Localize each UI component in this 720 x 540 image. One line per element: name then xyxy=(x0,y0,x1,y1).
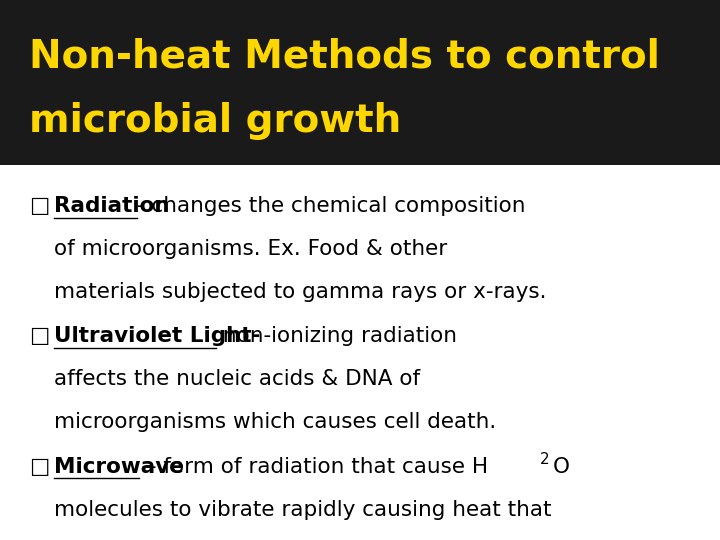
Text: molecules to vibrate rapidly causing heat that: molecules to vibrate rapidly causing hea… xyxy=(54,500,552,520)
Text: □: □ xyxy=(29,326,49,346)
Text: Non-heat Methods to control: Non-heat Methods to control xyxy=(29,38,660,76)
Text: O: O xyxy=(553,456,570,477)
Text: □: □ xyxy=(29,456,49,477)
Text: non-ionizing radiation: non-ionizing radiation xyxy=(216,326,457,346)
Text: affects the nucleic acids & DNA of: affects the nucleic acids & DNA of xyxy=(54,369,420,389)
Text: Microwave: Microwave xyxy=(54,456,184,477)
Text: - changes the chemical composition: - changes the chemical composition xyxy=(137,196,526,217)
Text: microorganisms which causes cell death.: microorganisms which causes cell death. xyxy=(54,412,496,433)
Text: microbial growth: microbial growth xyxy=(29,103,401,140)
FancyBboxPatch shape xyxy=(0,0,720,165)
Text: materials subjected to gamma rays or x-rays.: materials subjected to gamma rays or x-r… xyxy=(54,281,546,302)
Text: □: □ xyxy=(29,196,49,217)
Text: – form of radiation that cause H: – form of radiation that cause H xyxy=(139,456,488,477)
Text: of microorganisms. Ex. Food & other: of microorganisms. Ex. Food & other xyxy=(54,239,447,260)
Text: Ultraviolet Light-: Ultraviolet Light- xyxy=(54,326,261,346)
Text: 2: 2 xyxy=(540,451,549,467)
Text: Radiation: Radiation xyxy=(54,196,169,217)
